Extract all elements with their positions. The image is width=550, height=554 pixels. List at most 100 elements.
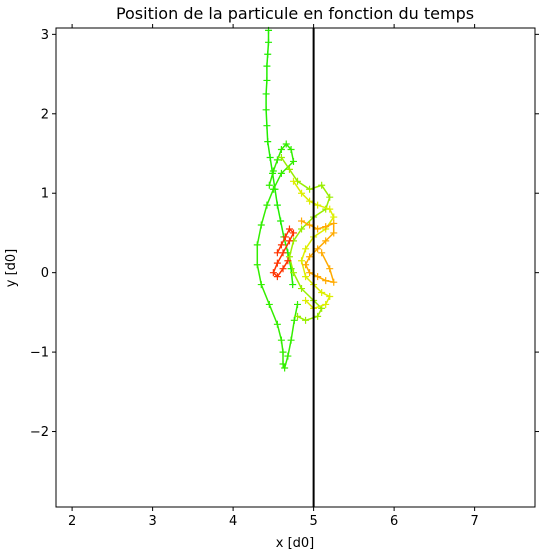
data-point	[273, 273, 281, 281]
data-point	[318, 289, 326, 297]
data-point	[314, 225, 322, 233]
data-point	[277, 153, 285, 161]
data-point	[289, 229, 297, 237]
data-point	[277, 217, 285, 225]
x-tick-label: 5	[309, 514, 317, 529]
data-point	[330, 229, 338, 237]
data-point	[284, 352, 292, 360]
data-point	[285, 237, 293, 245]
data-point	[306, 269, 314, 277]
data-point	[326, 205, 334, 213]
data-point	[298, 225, 306, 233]
data-point	[262, 90, 270, 98]
data-point	[298, 217, 306, 225]
data-point	[284, 257, 292, 265]
data-point	[289, 157, 297, 165]
data-point	[289, 177, 297, 185]
y-tick-label: 3	[41, 28, 49, 43]
x-axis-label: x [d0]	[276, 536, 315, 551]
data-point	[287, 146, 295, 154]
data-point	[279, 360, 287, 368]
y-tick-label: 1	[41, 187, 49, 202]
data-point	[314, 312, 322, 320]
y-axis-label: y [d0]	[4, 249, 19, 288]
data-point	[285, 253, 293, 261]
x-tick-label: 7	[470, 514, 478, 529]
data-point	[290, 316, 298, 324]
data-point	[273, 201, 281, 209]
data-point	[269, 185, 277, 193]
data-point	[287, 336, 295, 344]
data-point	[314, 273, 322, 281]
data-point	[302, 245, 310, 253]
series-2-line	[280, 157, 331, 322]
data-point	[277, 336, 285, 344]
data-point	[294, 312, 302, 320]
data-point	[269, 269, 277, 277]
x-tick-label: 2	[68, 514, 76, 529]
data-point	[287, 265, 295, 273]
data-point	[273, 259, 281, 267]
data-point	[314, 201, 322, 209]
data-point	[302, 296, 310, 304]
data-point	[326, 265, 334, 273]
data-point	[257, 221, 265, 229]
data-point	[302, 273, 310, 281]
data-point	[314, 245, 322, 253]
data-point	[273, 320, 281, 328]
data-point	[330, 278, 338, 286]
data-point	[298, 285, 306, 293]
data-point	[253, 241, 261, 249]
data-point	[289, 281, 297, 289]
data-point	[285, 225, 293, 233]
y-tick-label: 0	[41, 266, 49, 281]
data-point	[326, 193, 334, 201]
data-point	[306, 185, 314, 193]
data-point	[298, 189, 306, 197]
data-point	[263, 122, 271, 130]
series-5-line	[272, 227, 295, 278]
x-tick-label: 3	[148, 514, 156, 529]
data-point	[279, 249, 287, 257]
data-point	[265, 300, 273, 308]
data-point	[298, 257, 306, 265]
data-point	[318, 181, 326, 189]
data-point	[330, 219, 338, 227]
data-point	[285, 165, 293, 173]
data-point	[279, 265, 287, 273]
data-point	[306, 221, 314, 229]
data-point	[277, 241, 285, 249]
data-point	[269, 167, 277, 175]
data-point	[302, 316, 310, 324]
data-point	[273, 156, 281, 164]
data-point	[277, 169, 285, 177]
data-point	[306, 253, 314, 261]
data-point	[326, 292, 334, 300]
chart-title: Position de la particule en fonction du …	[116, 4, 474, 23]
data-point	[330, 213, 338, 221]
data-point	[302, 261, 310, 269]
y-tick-label: −1	[30, 346, 49, 361]
plot-frame	[55, 27, 536, 508]
data-point	[263, 62, 271, 70]
data-point	[322, 223, 330, 231]
data-point	[279, 348, 287, 356]
y-tick-label: −2	[30, 425, 49, 440]
data-point	[266, 153, 274, 161]
data-point	[294, 300, 302, 308]
data-point	[318, 249, 326, 257]
data-point	[281, 233, 289, 241]
data-point	[322, 237, 330, 245]
x-tick-label: 4	[229, 514, 237, 529]
data-point	[263, 201, 271, 209]
data-point	[265, 181, 273, 189]
data-point	[263, 76, 271, 84]
data-point	[262, 106, 270, 114]
data-point	[306, 197, 314, 205]
y-tick-label: 2	[41, 107, 49, 122]
data-point	[281, 364, 289, 372]
plot-area	[253, 26, 338, 507]
data-point	[322, 300, 330, 308]
data-point	[322, 277, 330, 285]
